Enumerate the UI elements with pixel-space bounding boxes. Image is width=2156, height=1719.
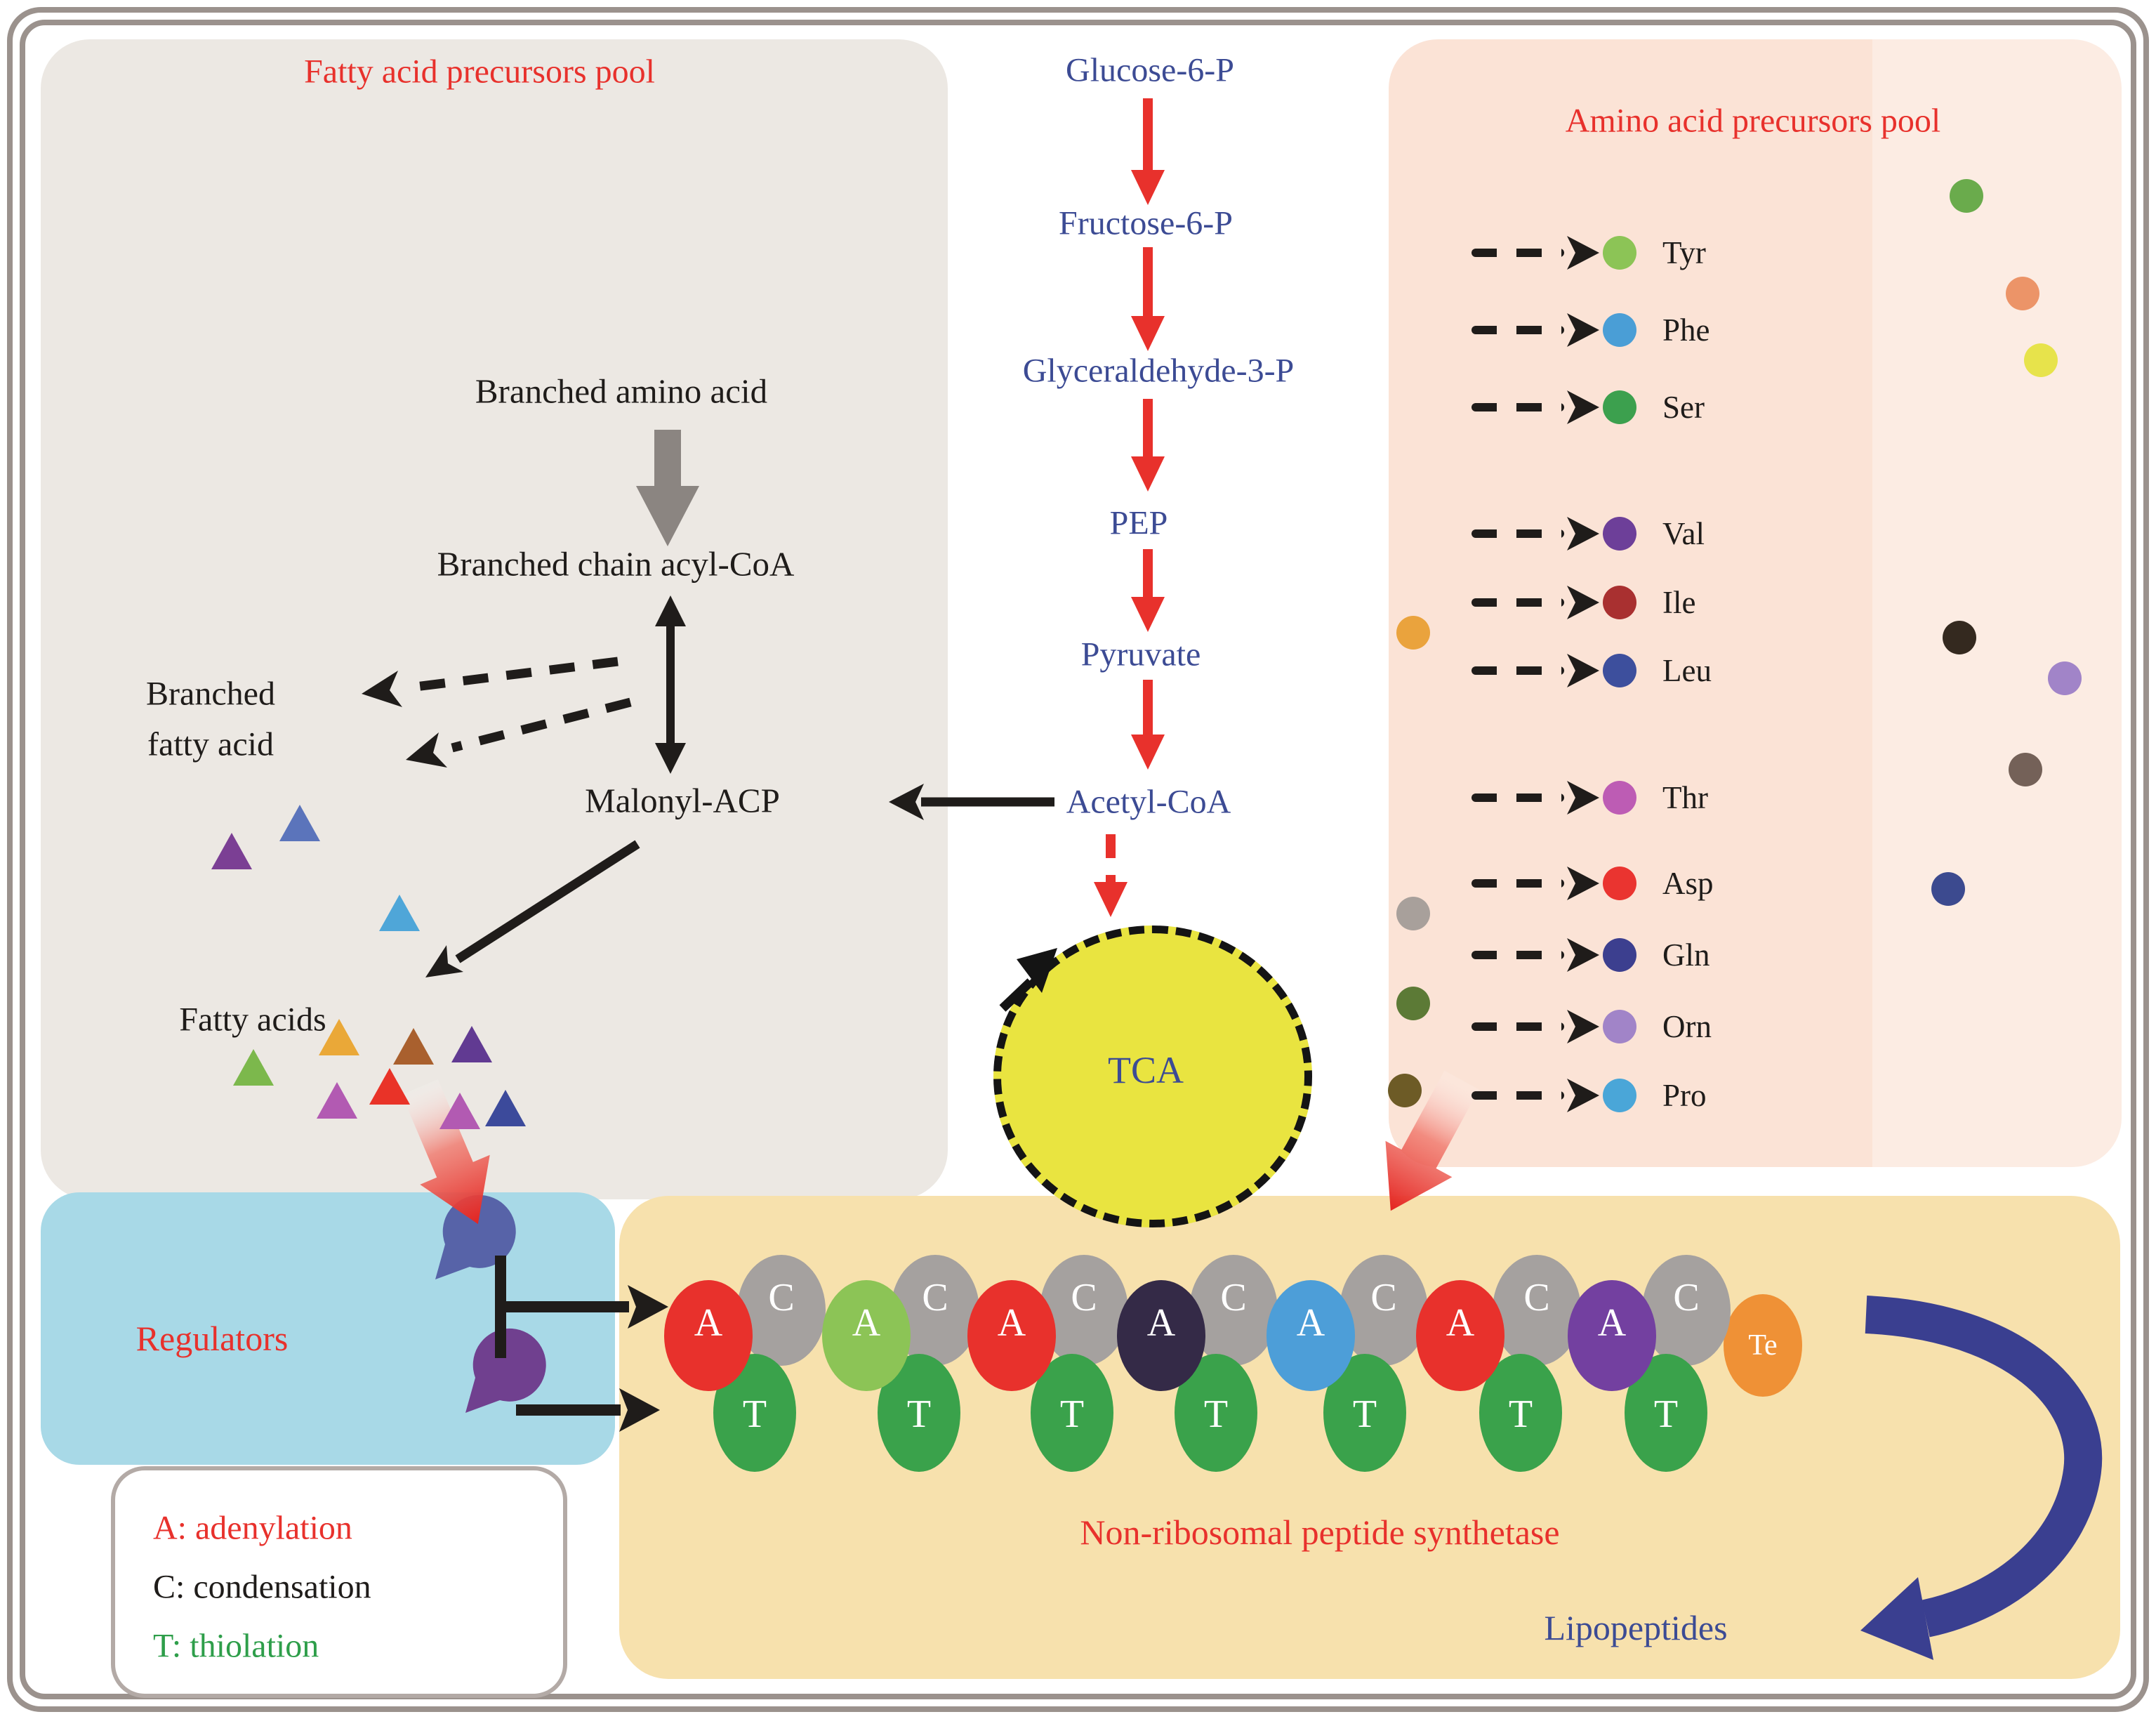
branched-amino-acid-label: Branched amino acid	[475, 371, 768, 411]
branched-fatty-acid-label-line2: fatty acid	[147, 725, 274, 763]
regulators-label: Regulators	[135, 1319, 289, 1358]
nrps-title: Non-ribosomal peptide synthetase	[1080, 1513, 1560, 1552]
legend-box	[111, 1466, 567, 1698]
tca-label: TCA	[1108, 1049, 1184, 1091]
malonyl-acp-label: Malonyl-ACP	[585, 781, 780, 820]
branched-chain-acyl-coa-label: Branched chain acyl-CoA	[437, 544, 795, 584]
branched-fatty-acid-label-line1: Branched	[146, 675, 275, 713]
fatty-panel-title: Fatty acid precursors pool	[304, 53, 655, 91]
figure-border-outer	[7, 7, 2149, 1712]
amino-panel-title: Amino acid precursors pool	[1565, 102, 1941, 140]
figure-border-inner	[20, 20, 2136, 1699]
fatty-acids-label: Fatty acids	[179, 1001, 326, 1039]
lipopeptides-label: Lipopeptides	[1544, 1608, 1728, 1647]
fatty-acid-precursors-panel	[41, 39, 948, 1199]
